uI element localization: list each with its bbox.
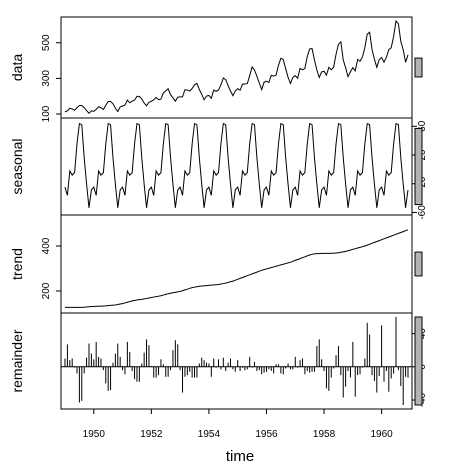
x-tick-label: 1954 bbox=[198, 429, 221, 440]
panel-label-trend: trend bbox=[9, 248, 25, 280]
panel-data: 100 300 500 data bbox=[9, 16, 423, 122]
data-series-line bbox=[64, 19, 409, 115]
panel-frame bbox=[60, 312, 413, 410]
y-tick-label: 300 bbox=[41, 70, 52, 87]
panel-label-seasonal: seasonal bbox=[9, 138, 25, 194]
y-tick-label: 500 bbox=[41, 34, 52, 51]
x-tick-label: 1960 bbox=[370, 429, 393, 440]
x-axis-title: time bbox=[226, 448, 254, 465]
x-axis: 1950 1952 1954 1956 1958 1960 bbox=[83, 409, 393, 440]
y-tick-label: 400 bbox=[41, 237, 52, 254]
panel-label-data: data bbox=[9, 54, 25, 81]
panel-frame bbox=[60, 214, 413, 314]
x-tick-label: 1952 bbox=[140, 429, 163, 440]
y-tick-label: 100 bbox=[41, 105, 52, 122]
range-bar bbox=[414, 127, 423, 206]
range-bar bbox=[414, 57, 423, 78]
y-tick-label: 60 bbox=[417, 120, 428, 132]
range-bar bbox=[414, 316, 423, 406]
panel-frame bbox=[60, 16, 413, 119]
panel-seasonal: -60-202060seasonal bbox=[9, 117, 428, 220]
x-tick-label: 1958 bbox=[313, 429, 336, 440]
y-tick-label: 200 bbox=[41, 282, 52, 299]
panel-remainder: -40040remainder bbox=[9, 312, 428, 410]
x-tick-label: 1950 bbox=[83, 429, 106, 440]
trend-series-line bbox=[65, 229, 409, 308]
panel-label-remainder: remainder bbox=[9, 329, 25, 392]
panel-trend: 200 400 trend bbox=[9, 214, 423, 314]
panels-layer: 100300500data-60-202060seasonal200400tre… bbox=[9, 16, 428, 410]
seasonal-series-line bbox=[64, 122, 409, 208]
y-tick-label: -60 bbox=[417, 205, 428, 220]
range-bar bbox=[414, 251, 423, 277]
x-tick-label: 1956 bbox=[255, 429, 278, 440]
